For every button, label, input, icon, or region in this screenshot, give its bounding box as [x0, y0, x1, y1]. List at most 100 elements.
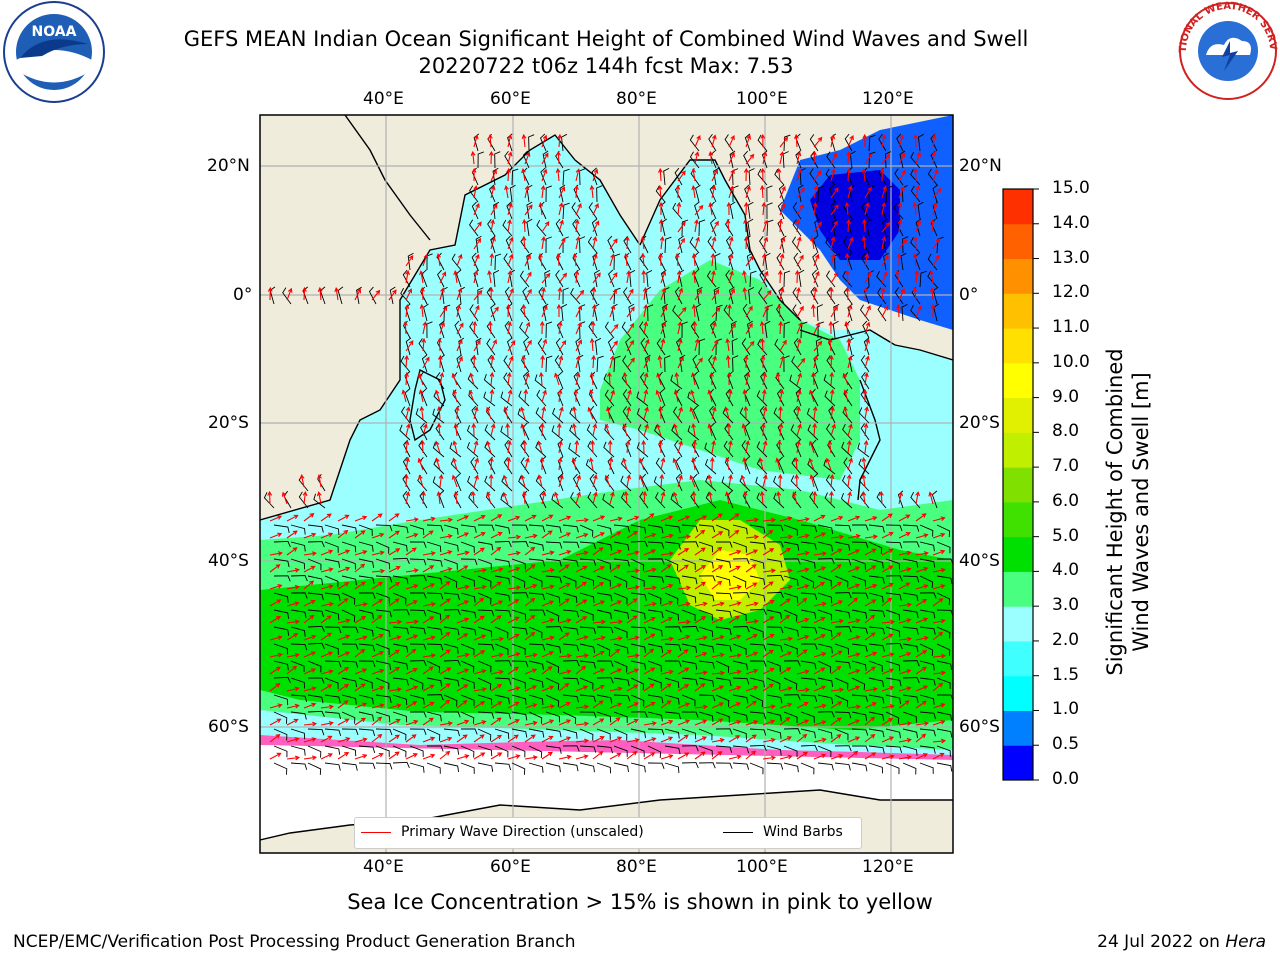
wind-barb — [573, 371, 581, 390]
wind-barb — [930, 133, 938, 152]
wind-barb — [409, 728, 427, 735]
wave-direction-arrow — [402, 320, 408, 335]
wave-direction-arrow — [728, 185, 734, 199]
wind-barb — [778, 286, 785, 305]
wind-barb — [511, 762, 526, 775]
wind-barb — [902, 694, 919, 703]
wind-barb — [545, 541, 563, 549]
lon-tick-top: 100°E — [736, 89, 788, 109]
wave-direction-arrow — [796, 423, 802, 437]
wind-barb — [358, 541, 374, 552]
wave-direction-arrow — [898, 669, 912, 675]
wind-barb — [792, 219, 802, 237]
wave-direction-arrow — [847, 533, 861, 539]
wave-direction-arrow — [660, 754, 674, 760]
wind-barb — [868, 151, 876, 169]
wind-barb — [783, 694, 801, 701]
wind-barb — [723, 440, 734, 458]
wind-barb — [800, 609, 817, 619]
wind-barb — [851, 524, 869, 531]
colorbar-segment — [1003, 571, 1033, 607]
wave-direction-arrow — [320, 720, 334, 726]
wave-direction-arrow — [694, 236, 700, 250]
wind-barb — [644, 354, 651, 373]
wind-barb — [715, 558, 732, 569]
wind-barb — [341, 660, 359, 668]
wind-barb — [273, 558, 290, 568]
wind-barb — [298, 491, 309, 509]
wind-barb — [511, 711, 528, 721]
wind-barb — [402, 456, 411, 475]
wind-barb — [756, 441, 768, 458]
wind-barb — [494, 151, 501, 169]
wave-direction-arrow — [437, 354, 443, 369]
wave-direction-arrow — [881, 685, 895, 692]
wind-barb — [728, 286, 735, 305]
wave-direction-arrow — [677, 619, 692, 625]
wave-direction-arrow — [592, 700, 604, 709]
wind-barb — [502, 219, 513, 237]
wave-direction-arrow — [422, 253, 429, 267]
wave-direction-arrow — [660, 305, 668, 318]
wind-barb — [868, 575, 885, 584]
lon-tick-bottom: 60°E — [490, 857, 531, 877]
wave-direction-arrow — [743, 405, 749, 420]
wind-barb — [392, 745, 407, 758]
wave-direction-arrow — [320, 684, 333, 692]
wave-direction-arrow — [762, 406, 768, 420]
wave-direction-arrow — [537, 440, 543, 454]
wind-barb — [273, 541, 291, 548]
wave-direction-arrow — [354, 615, 367, 624]
wave-direction-arrow — [422, 530, 434, 539]
wave-direction-arrow — [898, 169, 906, 182]
wave-direction-arrow — [728, 236, 734, 250]
wind-barb — [793, 252, 802, 271]
wave-direction-arrow — [507, 599, 520, 607]
wind-barb — [587, 491, 598, 509]
wind-barb — [851, 541, 869, 549]
wind-barb — [477, 626, 493, 638]
wind-barb — [759, 236, 768, 254]
wind-barb — [493, 201, 500, 220]
wave-direction-arrow — [286, 755, 301, 761]
wave-direction-arrow — [762, 737, 776, 743]
wind-barb — [792, 304, 802, 322]
wind-barb — [868, 745, 885, 754]
wind-barb — [375, 643, 390, 655]
wind-barb — [594, 269, 600, 288]
wave-direction-arrow — [643, 633, 656, 641]
wind-barb — [358, 762, 376, 770]
wave-direction-arrow — [861, 167, 867, 182]
wave-direction-arrow — [881, 717, 894, 726]
wind-barb — [757, 168, 768, 186]
wave-direction-arrow — [421, 490, 426, 505]
wind-barb — [746, 252, 753, 271]
wave-direction-arrow — [573, 388, 579, 403]
wind-barb — [868, 592, 884, 603]
wind-barb — [409, 575, 427, 582]
wind-barb — [273, 762, 288, 775]
wind-barb — [622, 287, 632, 305]
wind-barb — [883, 252, 889, 271]
wind-barb — [290, 524, 306, 535]
wave-direction-arrow — [728, 549, 742, 556]
wind-barb — [834, 694, 849, 707]
wave-direction-arrow — [269, 752, 282, 760]
wave-direction-arrow — [588, 389, 594, 403]
wave-direction-arrow — [269, 734, 281, 743]
wind-barb — [817, 592, 833, 604]
wind-barb — [273, 676, 291, 683]
wind-barb — [471, 252, 479, 271]
wave-direction-arrow — [507, 515, 521, 522]
wind-barb — [896, 218, 904, 237]
wind-barb — [902, 745, 918, 756]
wind-barb — [409, 524, 425, 536]
wave-direction-arrow — [745, 134, 752, 148]
wind-barb — [273, 626, 290, 636]
wind-barb — [868, 609, 886, 618]
wind-barb — [494, 253, 502, 271]
colorbar-label: 0.5 — [1052, 734, 1080, 755]
wave-direction-arrow — [575, 491, 581, 505]
wind-barb — [659, 405, 666, 424]
wave-direction-arrow — [405, 634, 419, 641]
